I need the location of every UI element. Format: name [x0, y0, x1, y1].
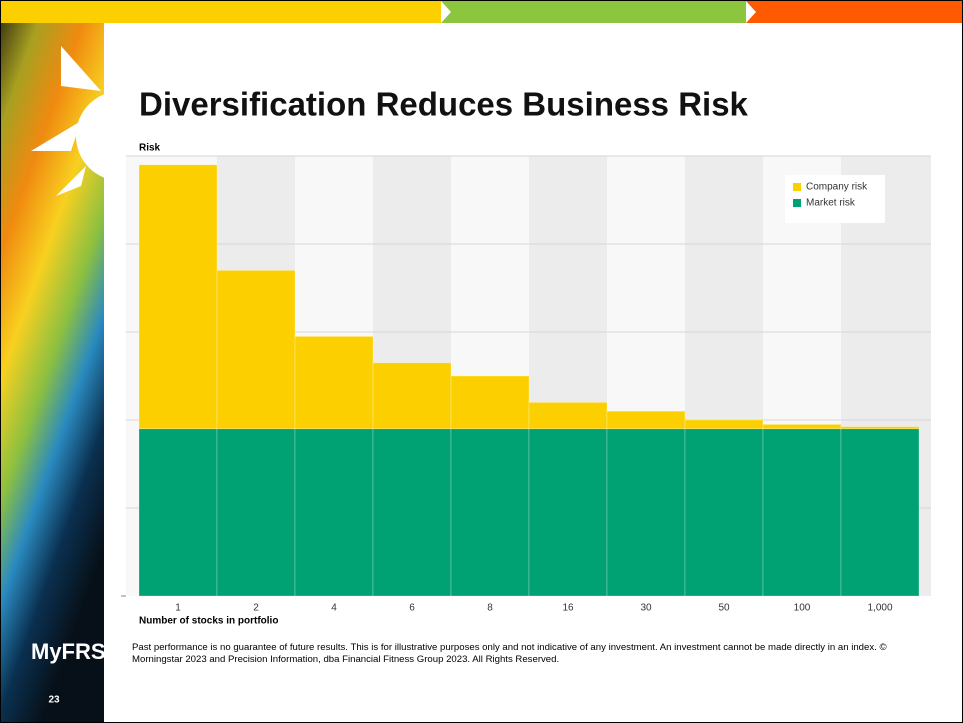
bar-segment: [372, 428, 452, 597]
bar-segment: [528, 402, 608, 430]
bar-segment: [762, 424, 842, 430]
bar-segment: [138, 428, 218, 597]
x-tick-label: 30: [640, 603, 652, 614]
bar-segment: [684, 428, 764, 597]
bar-segment: [762, 428, 842, 597]
x-axis-label: Number of stocks in portfolio: [139, 616, 278, 627]
x-tick-label: 1: [175, 603, 181, 614]
legend-swatch: [793, 183, 801, 191]
bar-segment: [216, 428, 296, 597]
bar-segment: [528, 428, 608, 597]
bar-segment: [450, 428, 530, 597]
footnote: Past performance is no guarantee of futu…: [132, 642, 887, 665]
y-axis-label: Risk: [139, 143, 161, 154]
x-tick-label: 50: [718, 603, 730, 614]
bar-segment: [138, 164, 218, 430]
plot-edge: [126, 156, 139, 596]
top-bar: [1, 1, 441, 23]
slide-title: Diversification Reduces Business Risk: [139, 86, 749, 123]
sun-ray: [61, 46, 101, 91]
bar-segment: [606, 428, 686, 597]
logo: MyFRS: [31, 639, 106, 664]
x-tick-label: 4: [331, 603, 337, 614]
x-tick-label: 1,000: [867, 603, 892, 614]
top-bar: [746, 1, 962, 23]
bar-segment: [840, 428, 920, 597]
x-tick-label: 2: [253, 603, 259, 614]
bar-segment: [372, 362, 452, 430]
bar-segment: [840, 426, 920, 430]
top-bar: [441, 1, 746, 23]
legend-box: [785, 175, 885, 223]
x-tick-label: 16: [562, 603, 574, 614]
bar-segment: [450, 375, 530, 430]
bar-segment: [216, 270, 296, 430]
bar-segment: [606, 410, 686, 430]
chart: Risk Number of stocks in portfolio 1 2 4 6 8 16…: [121, 143, 931, 627]
legend-label: Market risk: [806, 198, 856, 209]
sun-ray: [56, 166, 86, 196]
x-tick-label: 100: [794, 603, 811, 614]
bar-segment: [294, 428, 374, 597]
legend-label: Company risk: [806, 182, 868, 193]
bar-segment: [684, 419, 764, 430]
sun-ray: [31, 121, 81, 151]
page-number: 23: [48, 695, 60, 706]
legend-swatch: [793, 199, 801, 207]
plot-edge: [919, 156, 931, 596]
x-tick-label: 8: [487, 603, 493, 614]
x-tick-label: 6: [409, 603, 415, 614]
bar-segment: [294, 336, 374, 430]
